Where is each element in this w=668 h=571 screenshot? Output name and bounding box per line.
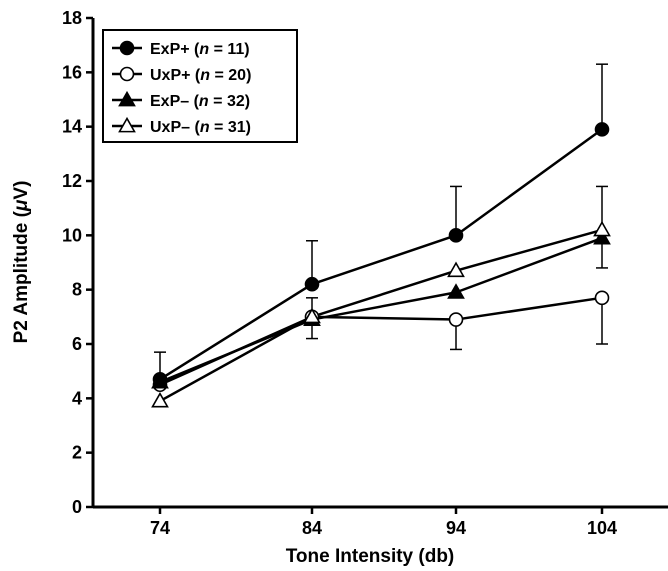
marker-triangle-filled-74: [151, 372, 169, 389]
legend-label-triangle-open: UxP– (n = 31): [150, 119, 251, 136]
y-axis-label: P2 Amplitude (μV): [11, 181, 32, 344]
y-tick-label-12: 12: [62, 171, 82, 191]
y-tick-group: 0 2 4 6 8 10 12 14 16 18: [62, 8, 93, 517]
marker-triangle-open-94: [447, 261, 465, 278]
x-tick-label-104: 104: [587, 518, 617, 538]
x-tick-group: 74 84 94 104: [150, 507, 617, 538]
y-tick-label-2: 2: [72, 443, 82, 463]
marker-circle-filled-84: [304, 276, 320, 292]
y-tick-label-14: 14: [62, 117, 82, 137]
legend-marker-triangle-open: [118, 116, 136, 133]
marker-circle-open-94: [448, 312, 464, 327]
marker-triangle-open-104: [593, 220, 611, 237]
legend-marker-triangle-filled: [118, 90, 136, 107]
series-line-circle-open: [159, 296, 603, 386]
series-line-triangle-filled: [159, 236, 603, 384]
marker-triangle-filled-94: [447, 283, 465, 299]
series-line-group: [159, 128, 603, 403]
y-tick-label-6: 6: [72, 334, 82, 354]
marker-circle-open-104: [594, 290, 610, 306]
series-line-triangle-open: [159, 228, 603, 403]
y-tick-label-16: 16: [62, 62, 82, 82]
y-tick-label-0: 0: [72, 497, 82, 517]
legend: ExP+ (n = 11) UxP+ (n = 20) ExP– (n = 32) U…: [102, 29, 298, 143]
marker-circle-filled-104: [594, 122, 610, 137]
marker-triangle-open-84: [303, 307, 321, 324]
legend-label-circle-filled: ExP+ (n = 11): [150, 41, 250, 58]
marker-triangle-filled-104: [593, 228, 611, 245]
y-tick-label-8: 8: [72, 280, 82, 300]
legend-marker-circle-open: [119, 66, 135, 82]
legend-label-triangle-filled: ExP– (n = 32): [150, 93, 250, 110]
x-tick-label-74: 74: [150, 518, 170, 538]
legend-item-circle-filled: ExP+ (n = 11): [112, 40, 250, 58]
x-axis-label: Tone Intensity (db): [286, 546, 455, 567]
marker-triangle-open-74: [151, 391, 169, 408]
x-tick-label-94: 94: [446, 518, 466, 538]
y-tick-label-18: 18: [62, 8, 82, 28]
series-line-circle-filled: [159, 128, 603, 381]
y-tick-label-4: 4: [72, 388, 82, 408]
marker-circle-filled-94: [448, 228, 464, 243]
legend-marker-circle-filled: [119, 40, 135, 56]
legend-item-triangle-filled: ExP– (n = 32): [112, 90, 250, 110]
legend-item-triangle-open: UxP– (n = 31): [112, 116, 251, 136]
legend-item-circle-open: UxP+ (n = 20): [112, 66, 251, 84]
marker-group: [151, 122, 611, 408]
legend-label-circle-open: UxP+ (n = 20): [150, 67, 251, 84]
x-tick-label-84: 84: [302, 518, 322, 538]
y-tick-label-10: 10: [62, 225, 82, 245]
